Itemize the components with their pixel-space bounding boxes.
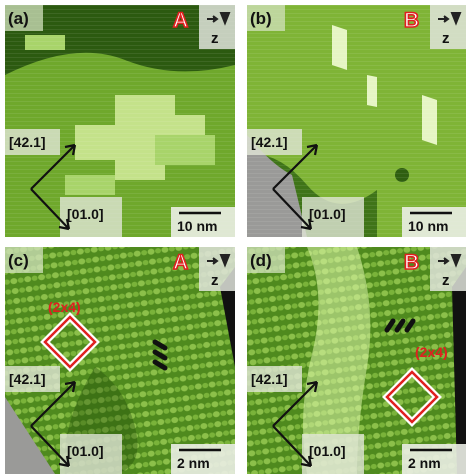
scale-label: 10 nm xyxy=(177,218,217,234)
panel: (d) Bz [42.1] [01.0] 2 nm (2x4) xyxy=(247,247,466,474)
direction-label: [42.1] xyxy=(9,371,46,387)
scale-label: 2 nm xyxy=(408,455,441,471)
figure: (a) Az [42.1] [01.0] 10 nm (b) Bz [42.1] [01.0] 1… xyxy=(0,0,466,474)
panel: (c) Az [42.1] [01.0] 2 nm (2x4) xyxy=(5,247,235,474)
terminal-label: A xyxy=(173,251,188,274)
direction-label: [01.0] xyxy=(67,206,104,222)
panel-label: (d) xyxy=(250,251,272,270)
axis-label: z xyxy=(211,272,219,289)
panel: (b) Bz [42.1] [01.0] 10 nm xyxy=(247,5,466,237)
scale-label: 10 nm xyxy=(408,218,448,234)
terminal-label: A xyxy=(173,9,188,32)
direction-label: [42.1] xyxy=(251,371,288,387)
axis-label: z xyxy=(442,272,450,289)
direction-label: [42.1] xyxy=(251,134,288,150)
terminal-label: B xyxy=(404,251,419,274)
panel-label: (b) xyxy=(250,9,272,28)
reconstruction-label: (2x4) xyxy=(48,299,81,315)
direction-label: [01.0] xyxy=(309,206,346,222)
scale-label: 2 nm xyxy=(177,455,210,471)
direction-label: [42.1] xyxy=(9,134,46,150)
panel-label: (c) xyxy=(8,251,29,270)
axis-label: z xyxy=(211,30,219,47)
panel: (a) Az [42.1] [01.0] 10 nm xyxy=(5,5,235,237)
direction-label: [01.0] xyxy=(309,443,346,459)
reconstruction-label: (2x4) xyxy=(415,344,448,360)
axis-label: z xyxy=(442,30,450,47)
panel-label: (a) xyxy=(8,9,29,28)
direction-label: [01.0] xyxy=(67,443,104,459)
terminal-label: B xyxy=(404,9,419,32)
